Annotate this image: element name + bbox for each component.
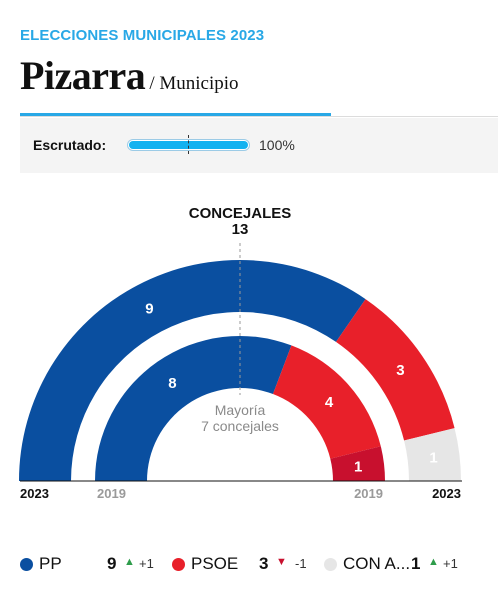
seat-label-2019: 1 [354, 459, 362, 476]
escrutado-midpoint-tick [188, 135, 189, 154]
pp-color-dot [20, 557, 33, 571]
seat-label-2023: 9 [145, 300, 153, 317]
header-divider [20, 116, 498, 117]
seat-labels: 9 3 1 8 4 1 [145, 300, 438, 475]
arcs-2019 [95, 336, 385, 481]
legend-con-a-seats: 1 [411, 554, 421, 573]
escrutado-percent: 100% [259, 137, 295, 153]
title-underline [20, 113, 331, 117]
arc-2019-psoe-dark [330, 446, 385, 481]
majority-label: Mayoría [215, 402, 266, 418]
legend-item-pp: PP [20, 552, 62, 576]
legend-item-con-a: CON A... [324, 552, 410, 576]
escrutado-label: Escrutado: [33, 137, 107, 153]
page-title: Pizarra [20, 53, 146, 98]
title-row: Pizarra / Municipio [20, 52, 239, 99]
seat-label-2023: 3 [396, 362, 404, 379]
con-a-color-dot [324, 557, 337, 571]
arc-2023-psoe [336, 299, 455, 441]
chart-title: CONCEJALES [189, 205, 292, 222]
arc-2019-psoe [272, 345, 381, 459]
legend-item-psoe: PSOE [172, 552, 238, 576]
arcs-2023 [19, 260, 461, 481]
arc-2023-con-a [404, 428, 461, 481]
legend-psoe-change: -1 [295, 556, 307, 571]
majority-seats-label: 7 concejales [201, 418, 279, 434]
seat-label-2019: 8 [168, 375, 176, 392]
page-subtitle: / Municipio [149, 73, 239, 94]
legend-party-name: PP [39, 554, 62, 573]
legend-con-a-change: +1 [443, 556, 458, 571]
escrutado-panel: Escrutado: 100% [20, 118, 498, 173]
election-kicker: ELECCIONES MUNICIPALES 2023 [20, 27, 265, 44]
year-label-inner-right: 2019 [354, 486, 383, 501]
legend-psoe-seats: 3 [259, 554, 269, 573]
legend: PP 9 ▲ +1 PSOE 3 ▼ -1 CON A... 1 ▲ +1 [20, 552, 470, 576]
arrow-down-icon: ▼ [276, 556, 287, 568]
arrow-up-icon: ▲ [124, 556, 135, 568]
year-label-outer-left: 2023 [20, 486, 49, 501]
year-label-outer-right: 2023 [432, 486, 461, 501]
legend-party-name: CON A... [343, 554, 411, 573]
legend-party-name: PSOE [191, 554, 239, 573]
legend-pp-change: +1 [139, 556, 154, 571]
seat-label-2023: 1 [429, 449, 437, 466]
year-label-inner-left: 2019 [97, 486, 126, 501]
chart-total-seats: 13 [232, 221, 249, 238]
psoe-color-dot [172, 557, 185, 571]
seat-label-2019: 4 [325, 394, 334, 411]
arc-2023-pp [19, 260, 366, 481]
arc-2019-pp [95, 336, 292, 481]
arrow-up-icon: ▲ [428, 556, 439, 568]
legend-pp-seats: 9 [107, 554, 117, 573]
